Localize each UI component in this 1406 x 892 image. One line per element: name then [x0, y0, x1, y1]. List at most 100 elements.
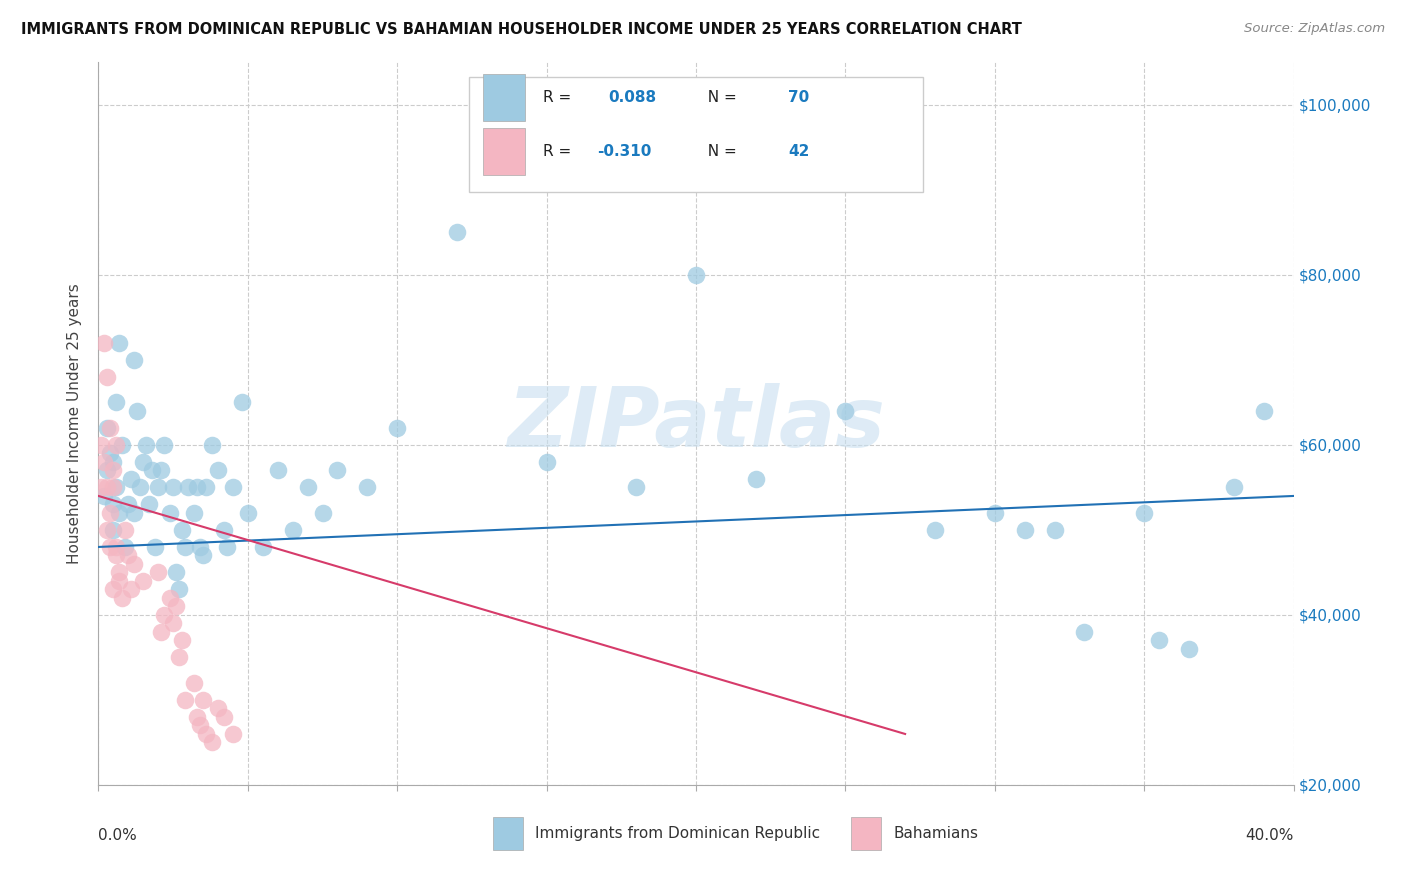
- Point: [685, 268, 707, 282]
- Point: [132, 574, 155, 588]
- Point: [124, 353, 146, 368]
- Point: [177, 480, 200, 494]
- Point: [141, 463, 163, 477]
- Point: [626, 480, 648, 494]
- Point: [834, 404, 856, 418]
- Point: [103, 455, 125, 469]
- Point: [93, 335, 115, 350]
- Point: [252, 540, 274, 554]
- Point: [195, 480, 218, 494]
- Point: [150, 624, 173, 639]
- Bar: [494, 817, 523, 850]
- Bar: [484, 74, 524, 120]
- Point: [124, 557, 146, 571]
- Point: [1133, 506, 1156, 520]
- Point: [117, 549, 139, 563]
- Point: [159, 506, 181, 520]
- Point: [984, 506, 1007, 520]
- Point: [90, 480, 112, 494]
- Point: [212, 523, 235, 537]
- Point: [120, 582, 142, 597]
- Point: [326, 463, 349, 477]
- Point: [536, 455, 558, 469]
- Point: [105, 480, 128, 494]
- Point: [105, 438, 128, 452]
- Point: [745, 472, 768, 486]
- Point: [138, 498, 160, 512]
- Point: [186, 710, 208, 724]
- Point: [174, 540, 197, 554]
- Point: [103, 498, 125, 512]
- Text: N =: N =: [699, 90, 742, 105]
- Point: [148, 566, 170, 580]
- Point: [167, 650, 190, 665]
- Point: [188, 718, 211, 732]
- Bar: [484, 128, 524, 175]
- Point: [236, 506, 259, 520]
- Text: Bahamians: Bahamians: [893, 826, 979, 841]
- Point: [212, 710, 235, 724]
- Point: [311, 506, 333, 520]
- Point: [188, 540, 211, 554]
- Point: [120, 472, 142, 486]
- Point: [165, 566, 187, 580]
- Point: [105, 549, 128, 563]
- Point: [172, 633, 194, 648]
- Text: 0.088: 0.088: [609, 90, 657, 105]
- Text: Source: ZipAtlas.com: Source: ZipAtlas.com: [1244, 22, 1385, 36]
- Point: [124, 506, 146, 520]
- Point: [159, 591, 181, 605]
- Point: [191, 693, 214, 707]
- Point: [186, 480, 208, 494]
- Point: [207, 701, 229, 715]
- Point: [129, 480, 152, 494]
- Point: [1223, 480, 1246, 494]
- Point: [114, 523, 136, 537]
- Point: [1014, 523, 1036, 537]
- Point: [96, 523, 118, 537]
- Point: [132, 455, 155, 469]
- Point: [215, 540, 238, 554]
- Text: N =: N =: [699, 145, 742, 159]
- Point: [207, 463, 229, 477]
- Point: [1147, 633, 1170, 648]
- Point: [1043, 523, 1066, 537]
- Point: [174, 693, 197, 707]
- Point: [153, 438, 176, 452]
- Y-axis label: Householder Income Under 25 years: Householder Income Under 25 years: [67, 284, 83, 564]
- Point: [167, 582, 190, 597]
- Point: [356, 480, 378, 494]
- Bar: [470, 77, 922, 193]
- Point: [150, 463, 173, 477]
- Point: [183, 506, 205, 520]
- Point: [111, 438, 134, 452]
- Point: [108, 566, 131, 580]
- Point: [143, 540, 166, 554]
- Point: [111, 591, 134, 605]
- Point: [96, 370, 118, 384]
- Point: [98, 446, 122, 460]
- Text: R =: R =: [543, 90, 581, 105]
- Point: [108, 574, 131, 588]
- Point: [1178, 642, 1201, 657]
- Text: 0.0%: 0.0%: [98, 829, 138, 843]
- Point: [135, 438, 157, 452]
- Point: [162, 480, 184, 494]
- Point: [385, 421, 409, 435]
- Point: [195, 727, 218, 741]
- Point: [1253, 404, 1275, 418]
- Point: [93, 489, 115, 503]
- Point: [103, 582, 125, 597]
- Text: R =: R =: [543, 145, 576, 159]
- Point: [108, 335, 131, 350]
- Point: [117, 498, 139, 512]
- Point: [191, 549, 214, 563]
- Point: [108, 506, 131, 520]
- Point: [93, 455, 115, 469]
- Point: [201, 735, 224, 749]
- Point: [105, 395, 128, 409]
- Point: [96, 421, 118, 435]
- Text: 70: 70: [787, 90, 810, 105]
- Point: [148, 480, 170, 494]
- Point: [172, 523, 194, 537]
